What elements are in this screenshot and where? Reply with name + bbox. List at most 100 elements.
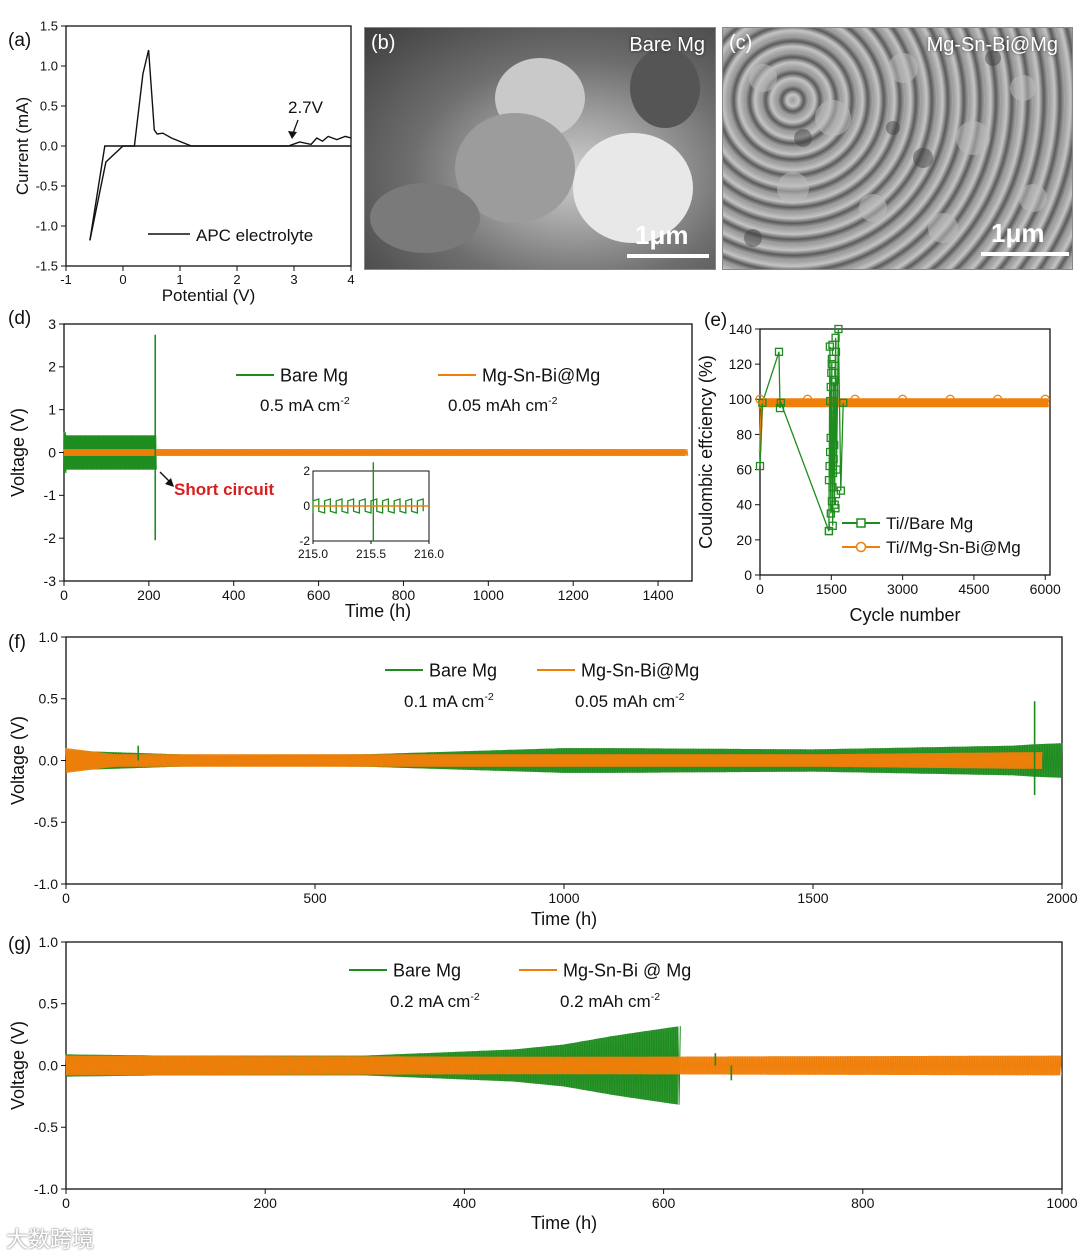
panel-e-xtick-label: 3000 — [887, 581, 918, 597]
panel-d-xtick-label: 1400 — [642, 587, 673, 603]
sem-texture-bare — [370, 48, 700, 253]
panel-g-xtick-label: 0 — [62, 1195, 70, 1211]
point-bare-e — [755, 461, 765, 471]
annotation-arrowhead — [288, 131, 297, 139]
panel-g-xtick-label: 200 — [254, 1195, 278, 1211]
panel-e-ytick-label: 20 — [736, 532, 752, 548]
panel-d-ytick-label: -2 — [44, 530, 57, 546]
panel-f-xlabel: Time (h) — [531, 909, 597, 929]
sem-texture-alloy — [744, 50, 1047, 247]
panel-a-xtick-label: -1 — [60, 272, 72, 287]
legend-e-alloy-label: Ti//Mg-Sn-Bi@Mg — [886, 538, 1021, 557]
sem-label-alloy: Mg-Sn-Bi@Mg — [926, 34, 1058, 56]
panel-letter-g: (g) — [8, 934, 31, 955]
legend-e-alloy-marker — [855, 541, 867, 553]
inset-xtick-label: 215.5 — [356, 547, 386, 561]
cv-curve-0 — [89, 49, 352, 241]
panel-letter-e: (e) — [704, 310, 727, 331]
legend-a-label: APC electrolyte — [196, 226, 313, 245]
cond-d-current: 0.5 mA cm-2 — [260, 395, 350, 415]
panel-d-xtick-label: 0 — [60, 587, 68, 603]
panel-f-ytick-label: 0.5 — [39, 691, 59, 707]
cond-f-current: 0.1 mA cm-2 — [404, 691, 494, 711]
point-alloy-e — [945, 394, 955, 404]
point-bare-e — [774, 347, 784, 356]
panel-letter-a: (a) — [8, 30, 31, 51]
panel-a-ytick-label: 0.0 — [40, 139, 58, 154]
legend-f-alloy-label: Mg-Sn-Bi@Mg — [581, 660, 699, 680]
panel-a-ytick-label: -1.5 — [36, 259, 58, 274]
panel-d-ytick-label: 2 — [48, 359, 56, 375]
panel-letter-f: (f) — [8, 632, 26, 653]
panel-a-xtick-label: 0 — [119, 272, 126, 287]
panel-d-xtick-label: 400 — [222, 587, 246, 603]
panel-d-ytick-label: 3 — [48, 316, 56, 332]
legend-g-alloy-label: Mg-Sn-Bi @ Mg — [563, 960, 691, 980]
panel-a-ytick-label: 0.5 — [40, 99, 58, 114]
legend-e-bare-label: Ti//Bare Mg — [886, 514, 973, 533]
point-alloy-e — [993, 394, 1003, 404]
panel-e-xlabel: Cycle number — [849, 605, 960, 625]
panel-g-xlabel: Time (h) — [531, 1213, 597, 1233]
scale-bar-b — [627, 254, 709, 258]
legend-g-bare-label: Bare Mg — [393, 960, 461, 980]
legend-d-bare-label: Bare Mg — [280, 365, 348, 385]
panel-f-xtick-label: 1500 — [797, 890, 828, 906]
inset-ytick-label: -2 — [299, 534, 310, 548]
legend-e-bare-marker — [856, 518, 866, 528]
point-bare-e — [775, 403, 785, 413]
panel-a-xlabel: Potential (V) — [162, 286, 256, 305]
point-alloy-e — [755, 394, 765, 404]
scale-bar-label-c: 1μm — [991, 218, 1045, 248]
panel-g-ytick-label: 0.5 — [39, 996, 59, 1012]
point-bare-e — [831, 504, 840, 513]
annotation-2-7v: 2.7V — [288, 98, 324, 117]
panel-letter-b: (b) — [371, 32, 396, 54]
cond-f-capacity: 0.05 mAh cm-2 — [575, 691, 685, 711]
panel-d-xtick-label: 600 — [307, 587, 331, 603]
panel-a-ytick-label: 1.5 — [40, 19, 58, 34]
cond-g-capacity: 0.2 mAh cm-2 — [560, 991, 660, 1011]
inset-bare-trace — [312, 498, 424, 514]
point-alloy-e — [802, 394, 813, 404]
sem-image-bare-mg: (b) Bare Mg 1μm — [364, 27, 716, 270]
inset-xtick-label: 215.0 — [298, 547, 328, 561]
panel-g-ylabel: Voltage (V) — [8, 1021, 28, 1110]
series-alloy-f-fill — [66, 748, 1043, 773]
legend-d-alloy-label: Mg-Sn-Bi@Mg — [482, 365, 600, 385]
point-bare-e — [829, 403, 838, 413]
panel-f-xtick-label: 500 — [303, 890, 327, 906]
panel-a-xtick-label: 3 — [290, 272, 297, 287]
legend-f-bare-label: Bare Mg — [429, 660, 497, 680]
short-circuit-label: Short circuit — [174, 480, 274, 499]
panel-e-xtick-label: 4500 — [958, 581, 989, 597]
panel-g-xtick-label: 1000 — [1046, 1195, 1077, 1211]
series-alloy-g-fill — [66, 1055, 1061, 1076]
inset-ytick-label: 0 — [303, 499, 310, 513]
panel-f-xtick-label: 2000 — [1046, 890, 1077, 906]
point-bare-e — [776, 398, 786, 407]
panel-a-ylabel: Current (mA) — [13, 97, 32, 195]
panel-letter-c: (c) — [729, 32, 753, 54]
point-bare-e — [825, 342, 835, 351]
sem-label-bare: Bare Mg — [629, 34, 705, 56]
point-alloy-e — [1040, 394, 1050, 404]
panel-e-xtick-label: 6000 — [1030, 581, 1061, 597]
panel-f-ytick-label: 1.0 — [39, 629, 59, 645]
panel-d-xlabel: Time (h) — [345, 601, 411, 621]
panel-e-ytick-label: 40 — [736, 497, 752, 513]
panel-g-ytick-label: -1.0 — [34, 1181, 58, 1197]
point-bare-e — [824, 526, 834, 536]
inset-ytick-label: 2 — [303, 464, 310, 478]
panel-a-ytick-label: -0.5 — [36, 179, 58, 194]
watermark: 大数跨境 — [6, 1228, 95, 1253]
panel-a-xtick-label: 2 — [233, 272, 240, 287]
series-alloy-e — [758, 398, 1049, 453]
scale-bar-c — [981, 252, 1069, 256]
panel-e-ylabel: Coulombic effciency (%) — [696, 355, 716, 549]
point-alloy-e — [897, 394, 908, 404]
panel-f-ylabel: Voltage (V) — [8, 716, 28, 805]
panel-a-xtick-label: 4 — [347, 272, 354, 287]
panel-g-xtick-label: 600 — [652, 1195, 676, 1211]
panel-d-ylabel: Voltage (V) — [8, 408, 28, 497]
